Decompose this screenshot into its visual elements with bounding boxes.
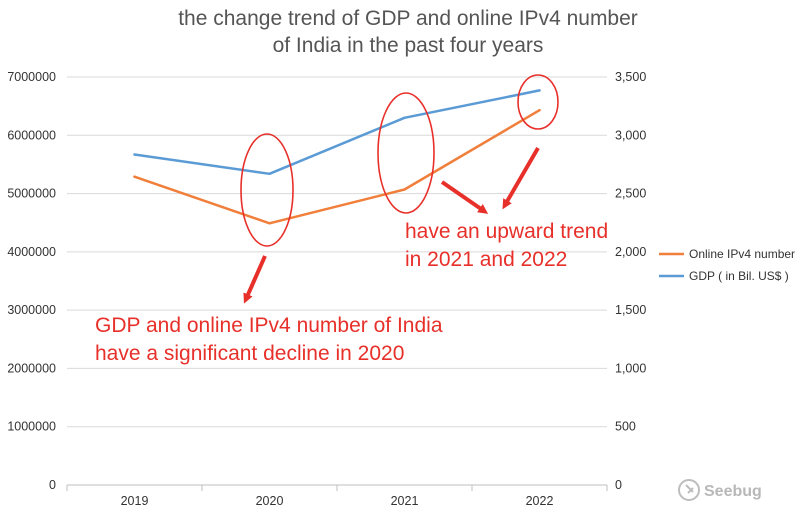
y-left-tick-label: 0 — [49, 478, 56, 492]
seebug-logo-icon — [678, 479, 700, 501]
data-point-gdp-2021 — [403, 116, 406, 120]
data-point-ipv4-2021 — [403, 188, 406, 191]
data-point-ipv4-2022 — [538, 109, 541, 112]
annotation-arrow-2022 — [502, 146, 540, 210]
y-right-tick-label: 500 — [615, 420, 636, 434]
x-tick-label-2021: 2021 — [391, 494, 419, 508]
annotation-arrow-2021 — [440, 180, 489, 214]
y-right-tick-label: 1,500 — [615, 303, 646, 317]
y-left-tick-label: 3000000 — [7, 303, 56, 317]
chart-title-line-1: the change trend of GDP and online IPv4 … — [178, 7, 638, 30]
annotation-upward-line-1: have an upward trend — [405, 220, 608, 243]
y-right-tick-label: 0 — [615, 478, 622, 492]
y-right-tick-label: 2,000 — [615, 245, 646, 259]
y-right-tick-label: 3,000 — [615, 128, 646, 142]
annotation-decline-line-2: have a significant decline in 2020 — [95, 342, 404, 365]
watermark-text: Seebug — [704, 483, 762, 500]
legend-label-ipv4: Online IPv4 number — [689, 247, 795, 261]
x-axis: 2019 2020 2021 2022 — [66, 484, 608, 508]
y-axis-left: 0 1000000 2000000 3000000 4000000 5000000 6000… — [7, 70, 56, 492]
x-tick-label-2019: 2019 — [121, 494, 149, 508]
annotation-arrow-down — [243, 255, 267, 304]
annotation-ellipse-2020 — [240, 133, 294, 247]
data-point-ipv4-2020 — [268, 222, 271, 225]
annotation-shapes — [240, 74, 559, 304]
grid-lines — [67, 76, 607, 428]
x-tick-label-2022: 2022 — [526, 494, 554, 508]
data-point-gdp-2022 — [538, 89, 541, 92]
y-left-tick-label: 6000000 — [7, 128, 56, 142]
annotation-ellipse-2022 — [517, 74, 559, 130]
data-point-gdp-2019 — [133, 153, 136, 156]
series-lines — [133, 89, 541, 225]
y-right-tick-label: 3,500 — [615, 70, 646, 84]
chart-title-line-2: of India in the past four years — [273, 34, 544, 57]
annotation-ellipse-2021 — [377, 92, 435, 214]
annotation-upward-line-2: in 2021 and 2022 — [405, 248, 567, 271]
watermark: Seebug — [678, 479, 762, 501]
legend: Online IPv4 number GDP ( in Bil. US$ ) — [659, 247, 795, 283]
y-right-tick-label: 2,500 — [615, 187, 646, 201]
y-left-tick-label: 1000000 — [7, 420, 56, 434]
series-line-ipv4 — [133, 108, 541, 225]
y-left-tick-label: 2000000 — [7, 361, 56, 375]
data-point-gdp-2020 — [268, 172, 271, 175]
y-axis-right: 0 500 1,000 1,500 2,000 2,500 3,000 3,500 — [615, 70, 646, 492]
series-line-gdp — [133, 89, 541, 176]
y-left-tick-label: 5000000 — [7, 187, 56, 201]
legend-label-gdp: GDP ( in Bil. US$ ) — [689, 269, 789, 283]
annotation-decline-line-1: GDP and online IPv4 number of India — [95, 314, 443, 337]
y-left-tick-label: 4000000 — [7, 245, 56, 259]
data-point-ipv4-2019 — [133, 175, 136, 178]
x-tick-label-2020: 2020 — [256, 494, 284, 508]
y-left-tick-label: 7000000 — [7, 70, 56, 84]
y-right-tick-label: 1,000 — [615, 361, 646, 375]
